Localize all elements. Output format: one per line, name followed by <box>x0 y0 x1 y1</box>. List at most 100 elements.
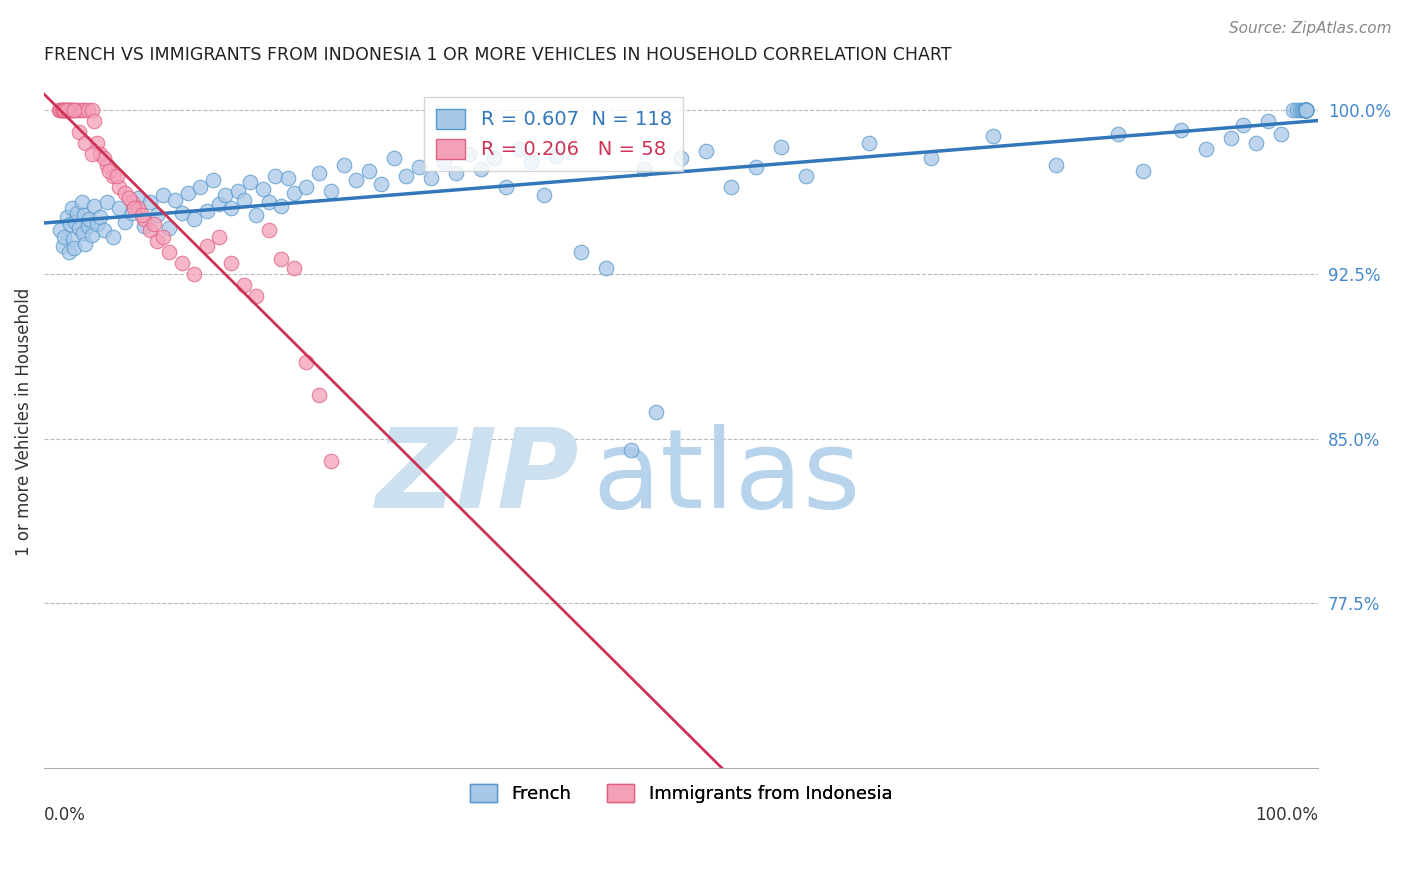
Point <box>1107 127 1129 141</box>
Point <box>96 194 118 209</box>
Point <box>1045 158 1067 172</box>
Point <box>73 208 96 222</box>
Point <box>983 129 1005 144</box>
Point <box>239 175 262 189</box>
Point <box>920 151 942 165</box>
Point <box>1132 164 1154 178</box>
Point <box>208 197 231 211</box>
Point <box>233 193 256 207</box>
Point <box>277 170 299 185</box>
Point <box>53 103 76 117</box>
Point <box>60 202 83 216</box>
Point <box>457 146 479 161</box>
Point <box>295 355 318 369</box>
Point <box>344 173 367 187</box>
Point <box>357 164 380 178</box>
Point <box>55 103 77 117</box>
Point <box>1295 103 1317 117</box>
Point <box>121 194 143 209</box>
Point <box>132 212 155 227</box>
Point <box>546 149 568 163</box>
Point <box>121 206 143 220</box>
Point <box>53 103 76 117</box>
Point <box>195 239 218 253</box>
Point <box>63 241 86 255</box>
Point <box>65 103 87 117</box>
Point <box>188 179 211 194</box>
Point <box>1282 103 1305 117</box>
Point <box>1294 103 1316 117</box>
Point <box>101 169 124 183</box>
Point <box>214 188 236 202</box>
Point <box>370 178 392 192</box>
Point <box>53 103 76 117</box>
Point <box>470 161 492 176</box>
Point <box>569 245 592 260</box>
Point <box>59 217 82 231</box>
Point <box>58 245 80 260</box>
Point <box>1232 118 1254 132</box>
Point <box>52 103 75 117</box>
Point <box>257 194 280 209</box>
Point <box>382 151 405 165</box>
Point <box>233 278 256 293</box>
Point <box>1244 136 1267 150</box>
Point <box>165 193 187 207</box>
Point <box>60 103 83 117</box>
Point <box>264 169 287 183</box>
Point <box>65 214 87 228</box>
Point <box>56 103 79 117</box>
Point <box>98 164 121 178</box>
Point <box>80 227 103 242</box>
Point <box>245 289 267 303</box>
Point <box>48 103 70 117</box>
Point <box>321 453 343 467</box>
Point <box>93 223 115 237</box>
Point <box>745 160 768 174</box>
Text: 0.0%: 0.0% <box>44 805 86 823</box>
Point <box>83 199 105 213</box>
Point <box>157 245 180 260</box>
Point <box>1170 122 1192 136</box>
Point <box>105 169 128 183</box>
Point <box>257 223 280 237</box>
Point <box>49 223 72 237</box>
Point <box>183 267 205 281</box>
Point <box>221 202 243 216</box>
Point <box>695 145 717 159</box>
Point <box>252 182 274 196</box>
Text: ZIP: ZIP <box>375 424 579 531</box>
Point <box>145 235 167 249</box>
Point <box>65 206 87 220</box>
Point <box>108 179 131 194</box>
Point <box>53 230 76 244</box>
Point <box>80 146 103 161</box>
Point <box>245 208 267 222</box>
Point <box>86 217 108 231</box>
Point <box>482 151 505 165</box>
Point <box>66 103 89 117</box>
Text: 100.0%: 100.0% <box>1256 805 1319 823</box>
Point <box>73 103 96 117</box>
Point <box>83 113 105 128</box>
Point <box>1295 103 1317 117</box>
Point <box>75 136 97 150</box>
Point <box>1288 103 1310 117</box>
Y-axis label: 1 or more Vehicles in Household: 1 or more Vehicles in Household <box>15 288 32 557</box>
Point <box>1295 103 1317 117</box>
Point <box>62 103 84 117</box>
Point <box>108 202 131 216</box>
Point <box>1295 103 1317 117</box>
Point <box>67 125 90 139</box>
Point <box>270 252 292 266</box>
Legend: French, Immigrants from Indonesia: French, Immigrants from Indonesia <box>463 777 900 811</box>
Point <box>122 202 145 216</box>
Point <box>132 219 155 233</box>
Point <box>76 219 98 233</box>
Point <box>118 190 141 204</box>
Point <box>1295 103 1317 117</box>
Point <box>76 103 98 117</box>
Point <box>195 203 218 218</box>
Point <box>308 166 330 180</box>
Point <box>669 151 692 165</box>
